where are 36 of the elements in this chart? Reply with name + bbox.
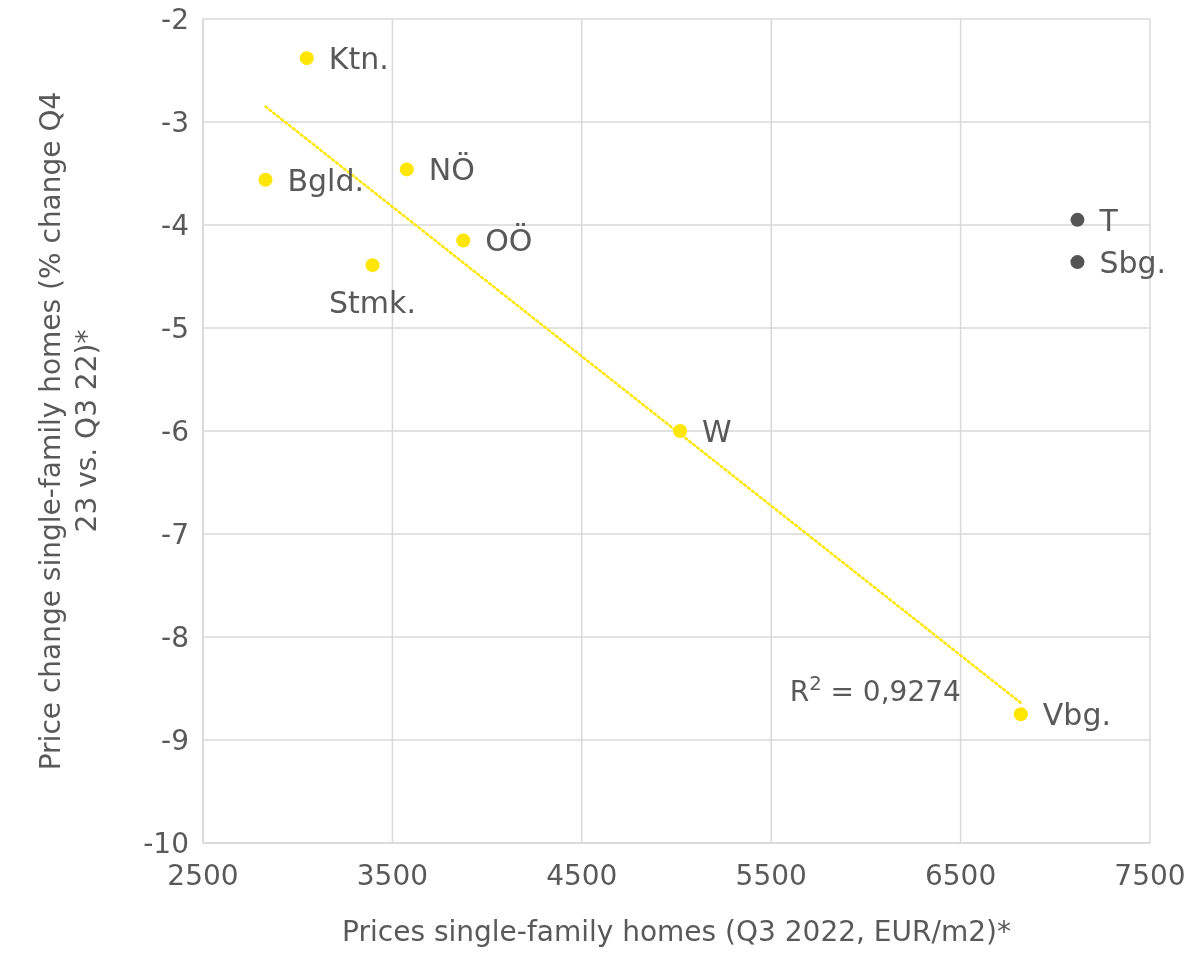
point	[1070, 255, 1085, 270]
annotation: Ktn.	[328, 41, 389, 77]
point	[299, 51, 314, 66]
x-tick-label: 4500	[546, 859, 618, 892]
y-tick-label: -7	[161, 518, 189, 551]
x-tick-label: 2500	[167, 859, 239, 892]
point	[399, 162, 414, 177]
y-axis-title: Price change single-family homes (% change Q4 23 vs. Q3 22)*	[34, 91, 103, 771]
point	[456, 233, 471, 248]
point	[1013, 707, 1028, 722]
y-tick-label: -9	[161, 724, 189, 757]
y-tick-label: -5	[161, 312, 189, 345]
annotation: R$^{2}$ = 0,9274	[789, 671, 961, 708]
x-tick-label: 5500	[735, 859, 807, 892]
annotation: T	[1098, 202, 1119, 238]
x-tick-label: 6500	[924, 859, 997, 892]
annotation: Bgld.	[287, 162, 365, 198]
annotation: NÖ	[428, 152, 475, 188]
y-tick-label: -2	[161, 3, 189, 36]
annotation: W	[702, 414, 732, 449]
annotation: Stmk.	[329, 285, 416, 321]
annotation: Vbg.	[1042, 697, 1111, 733]
y-tick-label: -6	[161, 415, 189, 448]
y-tick-label: -3	[161, 106, 189, 139]
annotation: OÖ	[485, 223, 533, 259]
annotation: Sbg.	[1099, 245, 1167, 281]
y-tick-label: -10	[143, 827, 189, 860]
y-tick-label: -8	[161, 621, 189, 654]
x-tick-label: 7500	[1114, 859, 1186, 892]
point	[673, 424, 688, 438]
point	[258, 172, 273, 187]
x-axis-title: Prices single-family homes (Q3 2022, EUR/m2)*	[342, 915, 1011, 948]
point	[365, 258, 380, 273]
point	[1070, 212, 1085, 227]
y-tick-label: -4	[161, 209, 189, 242]
x-tick-label: 3500	[356, 859, 429, 892]
